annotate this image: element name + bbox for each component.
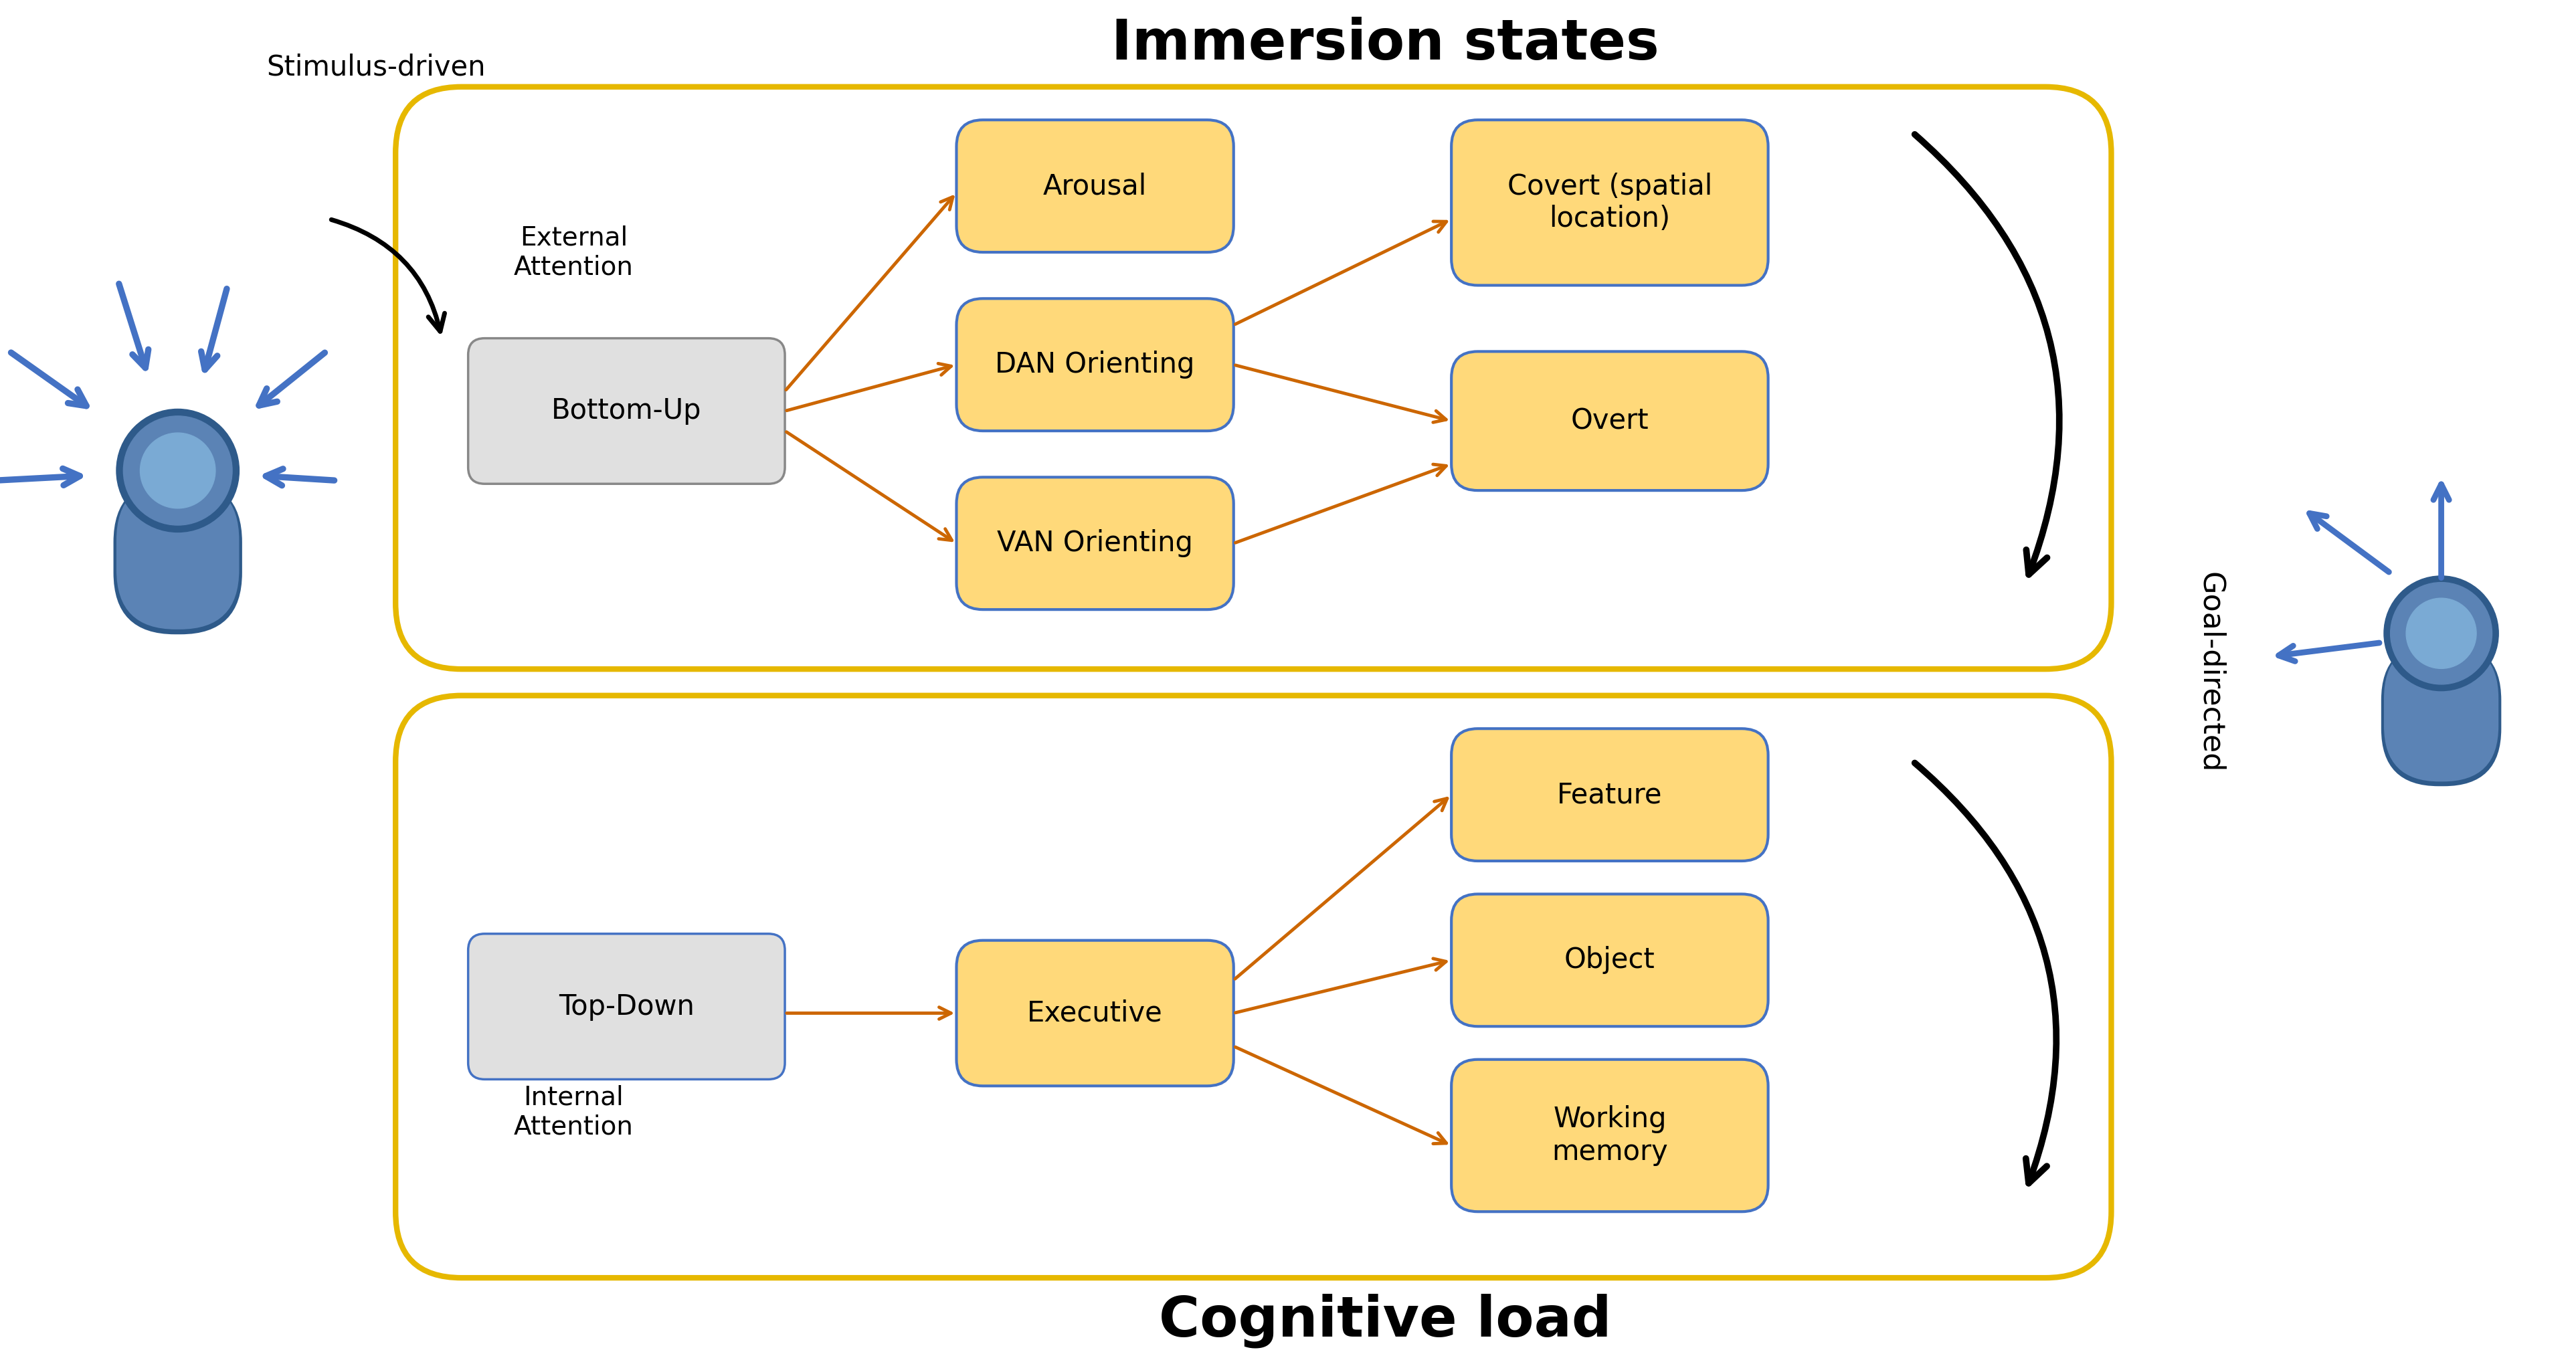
FancyBboxPatch shape: [469, 338, 786, 484]
FancyBboxPatch shape: [2380, 643, 2501, 786]
FancyBboxPatch shape: [1450, 894, 1767, 1026]
Text: Goal-directed: Goal-directed: [2195, 572, 2226, 773]
Text: Cognitive load: Cognitive load: [1159, 1294, 1613, 1348]
FancyBboxPatch shape: [113, 480, 242, 635]
Circle shape: [116, 410, 240, 532]
FancyBboxPatch shape: [956, 940, 1234, 1086]
Circle shape: [139, 433, 216, 508]
FancyBboxPatch shape: [1450, 728, 1767, 861]
Text: Executive: Executive: [1028, 999, 1162, 1028]
Text: DAN Orienting: DAN Orienting: [994, 351, 1195, 378]
FancyBboxPatch shape: [469, 934, 786, 1079]
Text: Top-Down: Top-Down: [559, 993, 696, 1021]
Text: Bottom-Up: Bottom-Up: [551, 397, 701, 424]
Circle shape: [2391, 583, 2491, 685]
FancyBboxPatch shape: [397, 87, 2112, 669]
FancyBboxPatch shape: [956, 298, 1234, 431]
Text: Object: Object: [1564, 946, 1656, 974]
FancyBboxPatch shape: [956, 119, 1234, 252]
Text: Overt: Overt: [1571, 407, 1649, 435]
Text: External
Attention: External Attention: [513, 225, 634, 279]
Text: Internal
Attention: Internal Attention: [513, 1085, 634, 1140]
Text: Covert (spatial
location): Covert (spatial location): [1507, 172, 1713, 233]
FancyBboxPatch shape: [1450, 351, 1767, 491]
FancyBboxPatch shape: [956, 477, 1234, 610]
FancyBboxPatch shape: [116, 480, 240, 629]
FancyBboxPatch shape: [1450, 1059, 1767, 1212]
Circle shape: [2383, 576, 2499, 690]
FancyBboxPatch shape: [397, 696, 2112, 1277]
Text: Arousal: Arousal: [1043, 172, 1146, 201]
Text: Feature: Feature: [1556, 781, 1662, 808]
Circle shape: [2406, 598, 2476, 669]
Text: VAN Orienting: VAN Orienting: [997, 529, 1193, 557]
Circle shape: [124, 416, 232, 525]
FancyBboxPatch shape: [2383, 643, 2499, 781]
FancyBboxPatch shape: [1450, 119, 1767, 285]
Text: Immersion states: Immersion states: [1110, 16, 1659, 71]
Text: Working
memory: Working memory: [1551, 1105, 1667, 1166]
Text: Stimulus-driven: Stimulus-driven: [265, 53, 484, 81]
